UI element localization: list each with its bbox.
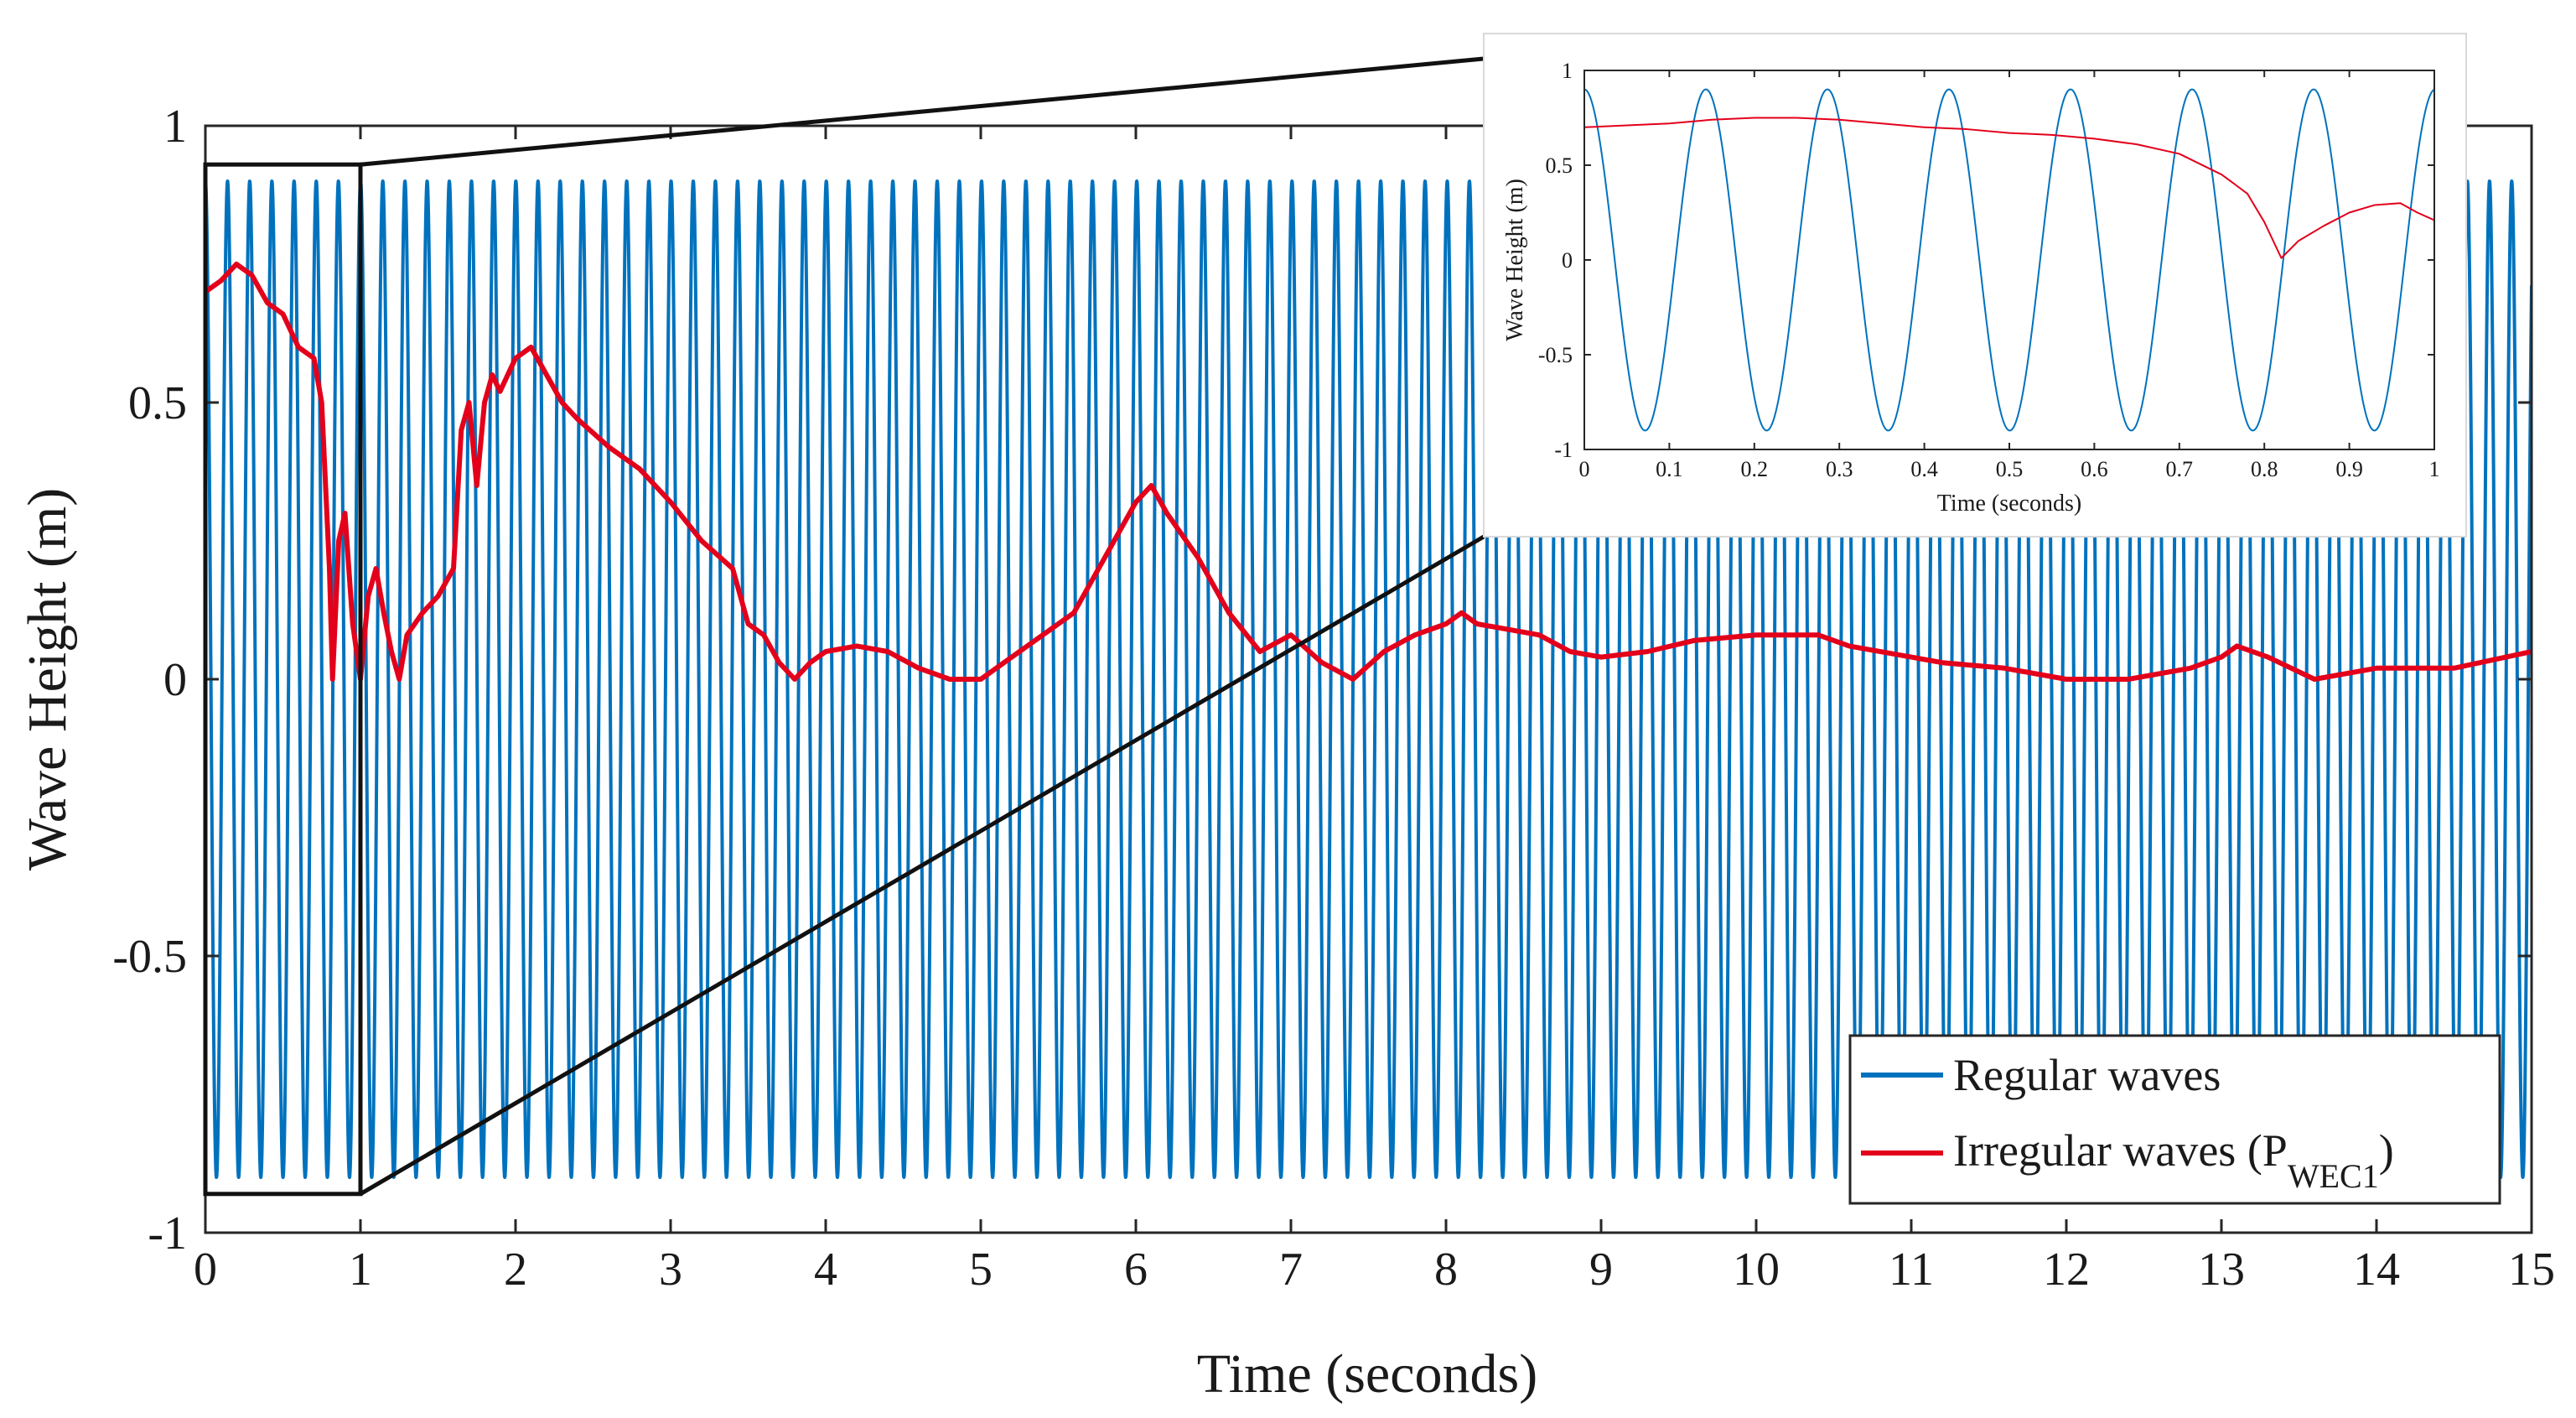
main-x-tick-label: 5 <box>969 1244 993 1296</box>
legend-label-irregular-subscript: WEC1 <box>2288 1157 2379 1195</box>
main-y-tick-label: -0.5 <box>112 931 187 983</box>
main-x-tick-label: 15 <box>2508 1244 2555 1296</box>
main-series-irregular-waves <box>205 262 2532 682</box>
inset-x-tick-label: 0 <box>1579 457 1590 481</box>
main-x-tick-label: 7 <box>1279 1244 1303 1296</box>
main-x-tick-label: 10 <box>1733 1244 1780 1296</box>
inset-x-tick-label: 0.1 <box>1656 457 1683 481</box>
legend: Regular waves Irregular waves (PWEC1) <box>1848 1034 2501 1205</box>
inset-x-tick-label: 0.9 <box>2335 457 2363 481</box>
main-y-tick-label: 1 <box>163 101 187 153</box>
inset-y-tick-label: 0.5 <box>1546 153 1573 178</box>
inset-x-tick-label: 0.4 <box>1910 457 1938 481</box>
legend-label-irregular-main: Irregular waves (P <box>1953 1125 2288 1176</box>
main-chart: 0 1 2 3 4 5 6 7 8 9 10 11 12 13 14 15-1-0.500.51 Time (… <box>17 56 2555 1405</box>
zoom-connector-bottom <box>359 534 1485 1196</box>
inset-series-irregular-waves <box>1584 117 2434 259</box>
main-x-tick-label: 3 <box>659 1244 682 1296</box>
inset-x-tick-label: 0.5 <box>1996 457 2024 481</box>
inset-y-tick-label: 0 <box>1562 248 1573 273</box>
inset-y-tick-label: 1 <box>1562 59 1573 83</box>
inset-x-tick-label: 0.2 <box>1741 457 1769 481</box>
zoom-connector-top <box>360 56 1485 167</box>
main-x-tick-label: 9 <box>1589 1244 1613 1296</box>
legend-box <box>1848 1034 2501 1205</box>
inset-x-tick-label: 0.3 <box>1826 457 1853 481</box>
main-y-tick-label: 0.5 <box>128 377 187 429</box>
inset-x-tick-label: 1 <box>2429 457 2440 481</box>
zoom-indicator <box>203 56 1485 1197</box>
main-y-axis-label: Wave Height (m) <box>17 488 78 871</box>
inset-x-tick-label: 0.6 <box>2081 457 2108 481</box>
main-x-tick-label: 0 <box>194 1244 217 1296</box>
main-x-tick-label: 1 <box>349 1244 372 1296</box>
main-x-tick-label: 14 <box>2353 1244 2400 1296</box>
main-x-tick-label: 2 <box>504 1244 527 1296</box>
main-x-tick-label: 11 <box>1889 1244 1934 1296</box>
main-x-tick-label: 12 <box>2043 1244 2090 1296</box>
main-x-tick-label: 6 <box>1124 1244 1148 1296</box>
legend-label-regular: Regular waves <box>1953 1050 2221 1100</box>
main-x-tick-label: 8 <box>1434 1244 1458 1296</box>
inset-y-axis-label: Wave Height (m) <box>1502 179 1528 341</box>
main-x-tick-label: 4 <box>814 1244 837 1296</box>
main-axis-ticks: 0 1 2 3 4 5 6 7 8 9 10 11 12 13 14 15-1-0.500.51 <box>112 101 2555 1296</box>
inset-series-regular-waves <box>1584 88 2434 432</box>
inset-plot-area <box>1584 88 2434 432</box>
inset-y-tick-label: -0.5 <box>1538 343 1573 367</box>
main-x-tick-label: 13 <box>2198 1244 2245 1296</box>
zoom-box <box>203 162 363 1197</box>
legend-label-irregular-suffix: ) <box>2379 1125 2394 1176</box>
main-x-axis-label: Time (seconds) <box>1197 1343 1537 1405</box>
inset-x-axis-label: Time (seconds) <box>1937 491 2081 517</box>
main-y-tick-label: 0 <box>163 654 187 706</box>
inset-x-tick-label: 0.8 <box>2251 457 2278 481</box>
inset-x-tick-label: 0.7 <box>2166 457 2194 481</box>
inset-y-tick-label: -1 <box>1554 438 1573 462</box>
inset-axis-ticks: 0 0.1 0.2 0.3 0.4 0.5 0.6 0.7 0.8 0.9 1 -1 -0.5 0 0.5 1 <box>1538 59 2440 481</box>
legend-label-irregular: Irregular waves (PWEC1) <box>1953 1125 2394 1195</box>
inset-background <box>1483 33 2467 538</box>
inset-chart: 0 0.1 0.2 0.3 0.4 0.5 0.6 0.7 0.8 0.9 1 -1 -0.5 0 0.5 1… <box>1483 33 2467 538</box>
main-y-tick-label: -1 <box>148 1208 187 1260</box>
